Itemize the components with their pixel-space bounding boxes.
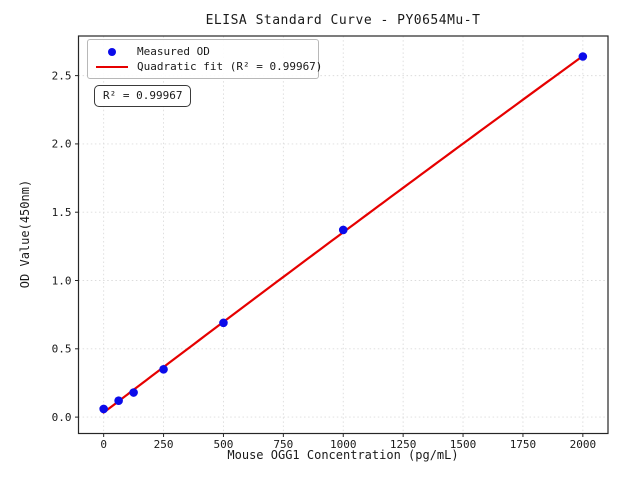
- x-tick-label: 250: [154, 438, 174, 451]
- data-point: [219, 318, 228, 328]
- legend: Measured OD Quadratic fit (R² = 0.99967): [87, 39, 322, 79]
- data-point: [338, 225, 348, 235]
- plot-border: [77, 35, 609, 435]
- r-squared-annotation: R² = 0.99967: [94, 85, 192, 107]
- x-tick-label: 1750: [510, 438, 537, 451]
- y-tick-label: 1.5: [52, 206, 72, 219]
- fit-line-marker-icon: [94, 65, 130, 68]
- y-tick-label: 2.0: [52, 138, 72, 151]
- legend-item-measured-od: Measured OD: [94, 44, 312, 59]
- x-tick-label: 500: [214, 438, 234, 451]
- y-tick-label: 0.5: [52, 343, 72, 356]
- data-point: [159, 364, 168, 374]
- x-tick-label: 2000: [570, 438, 597, 451]
- legend-label: Quadratic fit (R² = 0.99967): [137, 60, 323, 73]
- chart-title: ELISA Standard Curve - PY0654Mu-T: [205, 13, 481, 28]
- x-tick-label: 0: [100, 438, 107, 451]
- y-tick-label: 0.0: [52, 411, 72, 424]
- data-point: [578, 52, 588, 61]
- data-point: [114, 396, 123, 406]
- data-point: [129, 388, 138, 397]
- x-axis-label: Mouse OGG1 Concentration (pg/mL): [227, 448, 459, 462]
- legend-label: Measured OD: [137, 45, 210, 58]
- data-point: [99, 404, 108, 414]
- x-tick-label: 1000: [330, 438, 357, 451]
- measured-od-marker-icon: [94, 47, 130, 56]
- legend-item-quadratic-fit: Quadratic fit (R² = 0.99967): [94, 59, 322, 74]
- x-tick-label: 1500: [450, 438, 477, 451]
- y-axis-label: OD Value(450nm): [18, 179, 32, 289]
- x-tick-label: 1250: [390, 438, 417, 451]
- y-tick-label: 1.0: [52, 274, 72, 287]
- y-tick-label: 2.5: [52, 69, 72, 82]
- x-tick-label: 750: [273, 438, 293, 451]
